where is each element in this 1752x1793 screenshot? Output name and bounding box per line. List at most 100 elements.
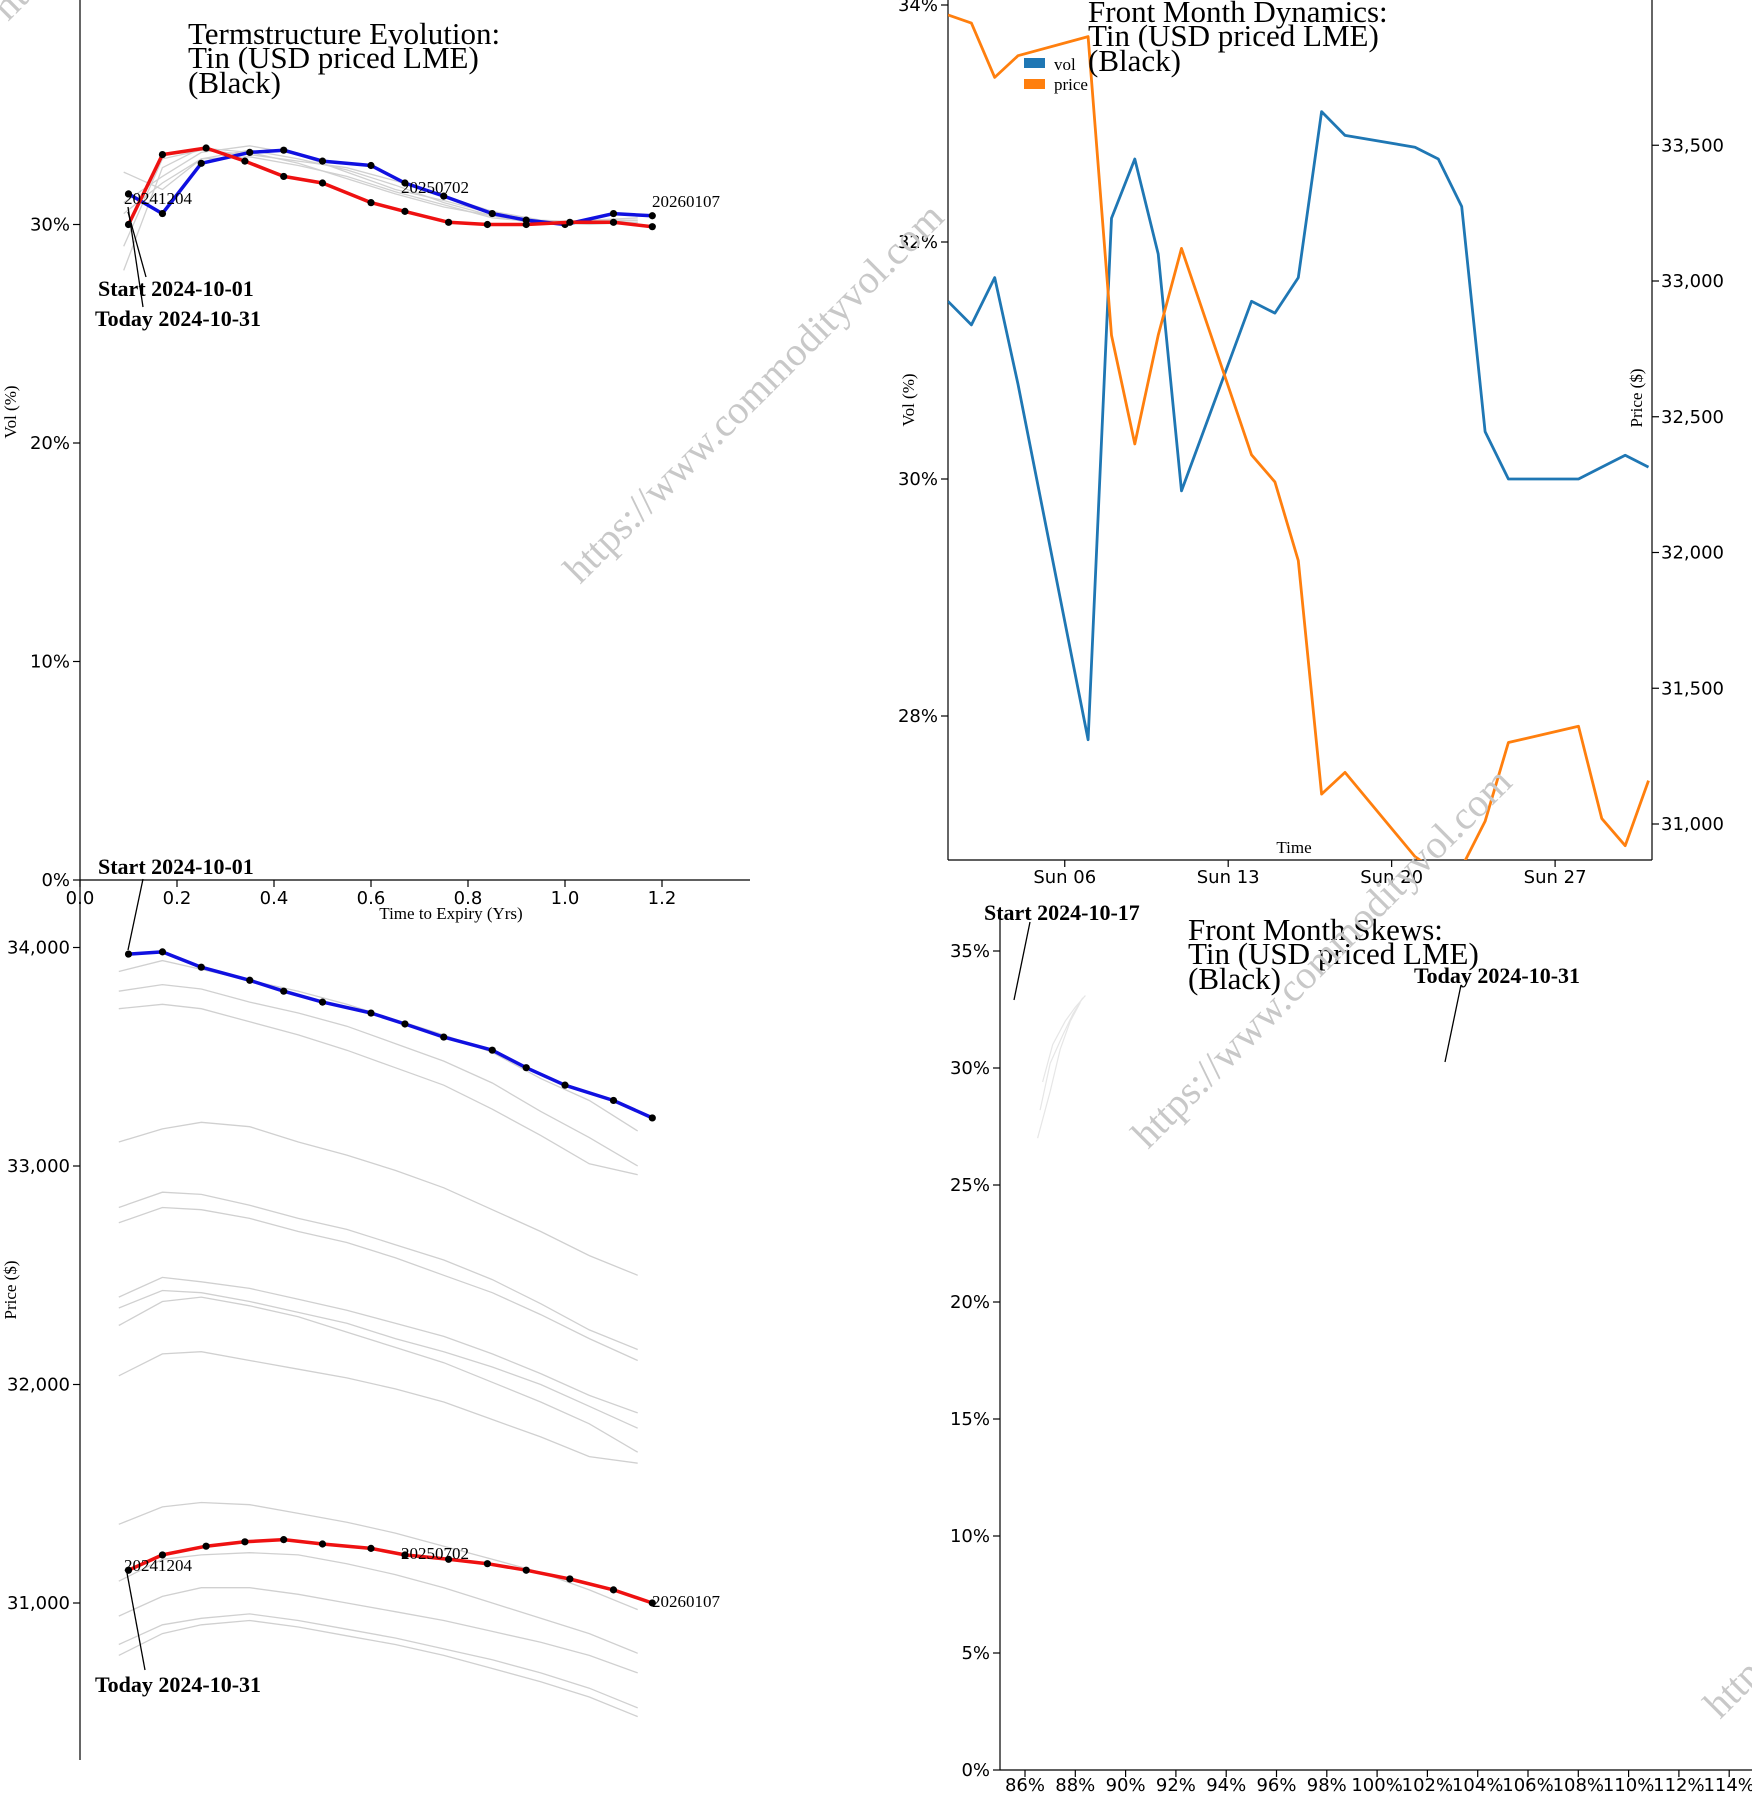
legend-price-label: price <box>1054 75 1088 94</box>
term-price-y-tick-label: 32,000 <box>7 1375 70 1396</box>
skews-x-tick-label: 90% <box>1106 1775 1146 1793</box>
dynamics-right-tick-label: 31,000 <box>1661 814 1724 835</box>
term-vol-today-arrow <box>127 206 144 308</box>
term-vol-x-tick-label: 0.4 <box>260 888 289 909</box>
skews-y-tick-label: 25% <box>950 1175 990 1196</box>
dynamics-left-tick-label: 34% <box>898 0 938 16</box>
term-price-today-point <box>124 1566 133 1574</box>
term-price-start-point <box>158 948 167 956</box>
dynamics-left-ticks: 28% 30% 32% 34% <box>898 0 948 727</box>
dynamics-title-line1: Front Month Dynamics: <box>1088 0 1388 29</box>
watermark-4: https://www.commodityvol.com <box>1695 1329 1752 1727</box>
term-price-history-line <box>118 983 639 1167</box>
term-vol-today-point <box>202 144 210 152</box>
term-price-today-point <box>367 1544 375 1552</box>
skews-y-tick-label: 15% <box>950 1409 990 1430</box>
term-vol-x-tick-label: 0.8 <box>454 888 483 909</box>
dynamics-right-tick-label: 31,500 <box>1661 678 1724 699</box>
term-vol-x-tick-label: 1.0 <box>551 888 580 909</box>
term-price-today-point <box>158 1551 167 1559</box>
skews-x-tick-label: 106% <box>1502 1775 1553 1793</box>
skews-x-tick-label: 86% <box>1005 1775 1045 1793</box>
term-price-today-point <box>483 1560 491 1568</box>
skews-x-tick-label: 88% <box>1055 1775 1095 1793</box>
dynamics-vol-line <box>948 110 1650 742</box>
term-vol-start-point <box>367 161 375 170</box>
skews-x-tick-label: 92% <box>1156 1775 1196 1793</box>
term-vol-today-point <box>648 223 656 231</box>
term-price-today-point <box>202 1542 210 1550</box>
term-price-last-expiry-label: 20260107 <box>652 1592 721 1611</box>
skews-title-line2: Tin (USD priced LME) <box>1188 936 1479 971</box>
term-vol-start-point <box>197 159 205 167</box>
term-price-today-point <box>445 1555 453 1563</box>
skews-today-arrow <box>1444 984 1462 1063</box>
term-price-history-line <box>118 1289 638 1429</box>
term-price-history-line <box>118 1587 638 1674</box>
term-vol-x-tick-label: 1.2 <box>648 888 677 909</box>
term-price-today-point <box>318 1540 327 1548</box>
skews-start-annotation: Start 2024-10-17 <box>984 900 1140 925</box>
term-vol-start-point <box>401 179 409 187</box>
term-price-history-line <box>118 1121 638 1276</box>
term-price-start-point <box>197 963 205 971</box>
term-vol-today-point <box>401 207 409 215</box>
term-price-start-point <box>488 1046 496 1054</box>
skews-x-tick-label: 108% <box>1553 1775 1604 1793</box>
term-price-history-line <box>118 1296 639 1453</box>
term-price-today-point <box>522 1566 530 1574</box>
term-vol-y-tick-label: 20% <box>30 433 70 454</box>
term-vol-today-point <box>241 157 249 165</box>
skews-y-tick-label: 0% <box>961 1760 990 1781</box>
term-vol-today-point <box>566 218 574 226</box>
term-vol-y-tick-label: 30% <box>30 215 70 236</box>
dynamics-x-label: Time <box>1276 838 1311 857</box>
dynamics-title-line2: Tin (USD priced LME) <box>1088 18 1379 53</box>
dynamics-series <box>948 13 1650 860</box>
term-price-panel: 31,000 32,000 33,000 34,000 Price ($) 20241… <box>1 854 721 1760</box>
term-vol-today-point <box>522 220 530 229</box>
skews-series <box>1037 995 1086 1139</box>
term-vol-y-tick-label: 10% <box>30 652 70 673</box>
dynamics-x-tick-label: Sun 13 <box>1197 867 1260 888</box>
front-dynamics-panel: 28% 30% 32% 34% 31,000 31,500 32,000 32,500 33,… <box>898 0 1724 888</box>
term-price-today-point <box>241 1538 249 1546</box>
term-price-start-point <box>280 987 288 995</box>
skews-x-tick-label: 114% <box>1703 1775 1752 1793</box>
legend-vol-label: vol <box>1054 55 1076 74</box>
term-price-y-label: Price ($) <box>1 1260 20 1319</box>
dynamics-y2-label: Price ($) <box>1627 368 1646 427</box>
term-price-start-point <box>124 950 133 958</box>
term-price-series <box>124 948 656 1607</box>
dynamics-left-tick-label: 28% <box>898 706 938 727</box>
front-skews-panel: 0% 5% 10% 15% 20% 25% 30% 35% 86% 88% 90% 92% 94% 96… <box>950 900 1752 1793</box>
term-price-start-point <box>440 1033 448 1041</box>
legend-vol-swatch <box>1024 58 1045 68</box>
term-vol-start-point <box>246 148 254 156</box>
term-price-start-point <box>609 1096 618 1105</box>
dynamics-title-line3: (Black) <box>1088 43 1181 78</box>
term-price-y-tick-label: 34,000 <box>7 938 70 959</box>
term-price-start-point <box>648 1114 656 1122</box>
term-vol-x-tick-label: 0.2 <box>163 888 192 909</box>
term-vol-today-point <box>445 218 453 226</box>
term-price-start-line <box>128 950 654 1120</box>
term-vol-start-point <box>318 157 327 165</box>
skews-x-ticks: 86% 88% 90% 92% 94% 96% 98% 100%102%104%106%108… <box>1005 1770 1752 1793</box>
term-vol-start-point <box>124 190 133 198</box>
term-price-today-point <box>280 1536 288 1544</box>
skews-y-tick-label: 30% <box>950 1058 990 1079</box>
term-price-start-point <box>246 976 254 984</box>
term-price-history-line <box>118 1206 638 1362</box>
term-price-y-ticks: 31,000 32,000 33,000 34,000 <box>7 938 80 1614</box>
skews-x-tick-label: 104% <box>1452 1775 1503 1793</box>
term-price-start-point <box>318 998 327 1006</box>
term-price-first-expiry-label: 20241204 <box>124 1556 193 1575</box>
dynamics-x-tick-label: Sun 20 <box>1360 867 1423 888</box>
dynamics-right-tick-label: 33,500 <box>1661 135 1724 156</box>
term-price-history-line <box>118 1552 638 1654</box>
term-vol-x-label: Time to Expiry (Yrs) <box>379 904 522 923</box>
term-vol-start-point <box>280 146 288 154</box>
dynamics-right-ticks: 31,000 31,500 32,000 32,500 33,000 33,500 <box>1652 135 1724 835</box>
term-vol-x-ticks: 0.0 0.2 0.4 0.6 0.8 1.0 1.2 <box>66 880 677 909</box>
